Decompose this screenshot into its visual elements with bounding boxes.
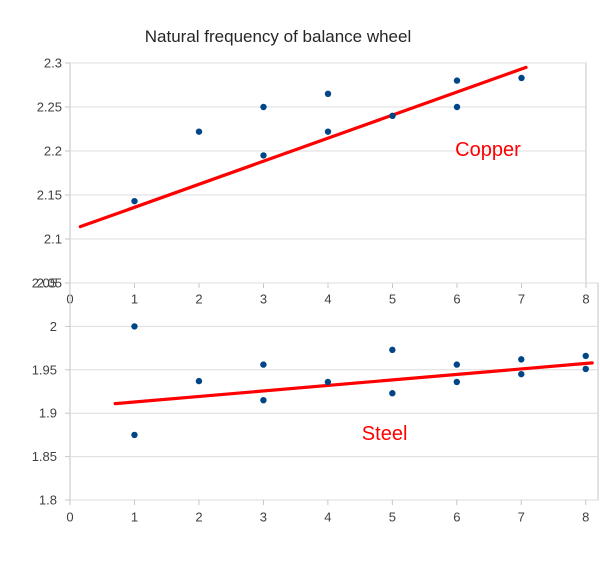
data-point xyxy=(389,390,396,397)
data-point xyxy=(453,77,461,84)
data-point xyxy=(518,74,525,82)
x-axis-tick-label: 1 xyxy=(131,292,138,307)
x-axis-tick-label: 7 xyxy=(518,510,525,525)
data-point xyxy=(453,361,461,368)
y-axis-tick-label: 2.3 xyxy=(44,56,62,71)
data-point xyxy=(389,112,396,120)
trend-line xyxy=(113,361,594,406)
y-axis-tick-label: 1.85 xyxy=(32,449,57,464)
y-axis-tick-label: 2.15 xyxy=(37,188,62,203)
x-axis-tick-label: 5 xyxy=(389,292,396,307)
x-axis-tick-label: 4 xyxy=(324,510,331,525)
data-point xyxy=(195,377,203,385)
x-axis-tick-label: 0 xyxy=(66,510,73,525)
x-axis-tick-label: 1 xyxy=(131,510,138,525)
series-label: Copper xyxy=(455,139,521,161)
x-axis-tick-label: 7 xyxy=(518,292,525,307)
data-point xyxy=(131,431,138,439)
data-point xyxy=(389,346,396,354)
x-axis-tick-label: 3 xyxy=(260,510,267,525)
x-axis-tick-label: 6 xyxy=(453,510,460,525)
y-axis-tick-label: 2.2 xyxy=(44,144,62,159)
x-axis-tick-label: 8 xyxy=(582,510,589,525)
trend-line xyxy=(78,65,528,229)
x-axis-tick-label: 5 xyxy=(389,510,396,525)
y-axis-tick-label: 2.1 xyxy=(44,232,62,247)
y-axis-tick-label: 2.05 xyxy=(37,276,62,291)
data-point xyxy=(260,361,267,368)
x-axis-tick-label: 2 xyxy=(195,292,202,307)
y-axis-tick-label: 2.05 xyxy=(32,276,57,291)
data-point xyxy=(453,378,461,386)
x-axis-tick-label: 6 xyxy=(453,292,460,307)
y-axis-tick-label: 1.95 xyxy=(32,362,57,377)
y-axis-tick-label: 2 xyxy=(50,319,57,334)
x-axis-tick-label: 8 xyxy=(582,292,589,307)
plot-border xyxy=(69,282,599,501)
data-point xyxy=(518,370,525,378)
data-point xyxy=(582,365,589,373)
data-point xyxy=(195,128,203,135)
x-axis-tick-label: 3 xyxy=(260,292,267,307)
data-point xyxy=(260,396,267,404)
data-point xyxy=(324,90,332,98)
data-point xyxy=(453,103,461,111)
y-axis-tick-label: 1.9 xyxy=(39,406,57,421)
x-axis-tick-label: 2 xyxy=(195,510,202,525)
data-point xyxy=(324,128,332,135)
data-point xyxy=(518,356,525,363)
x-axis-tick-label: 4 xyxy=(324,292,331,307)
series-label: Steel xyxy=(362,423,408,445)
data-point xyxy=(582,352,589,360)
data-point xyxy=(260,152,267,159)
data-point xyxy=(260,103,267,111)
y-axis-tick-label: 2.25 xyxy=(37,100,62,115)
data-point xyxy=(131,323,138,330)
data-point xyxy=(131,197,138,205)
data-point xyxy=(324,378,332,386)
chart-title: Natural frequency of balance wheel xyxy=(144,27,412,46)
y-axis-tick-label: 1.8 xyxy=(39,493,57,508)
